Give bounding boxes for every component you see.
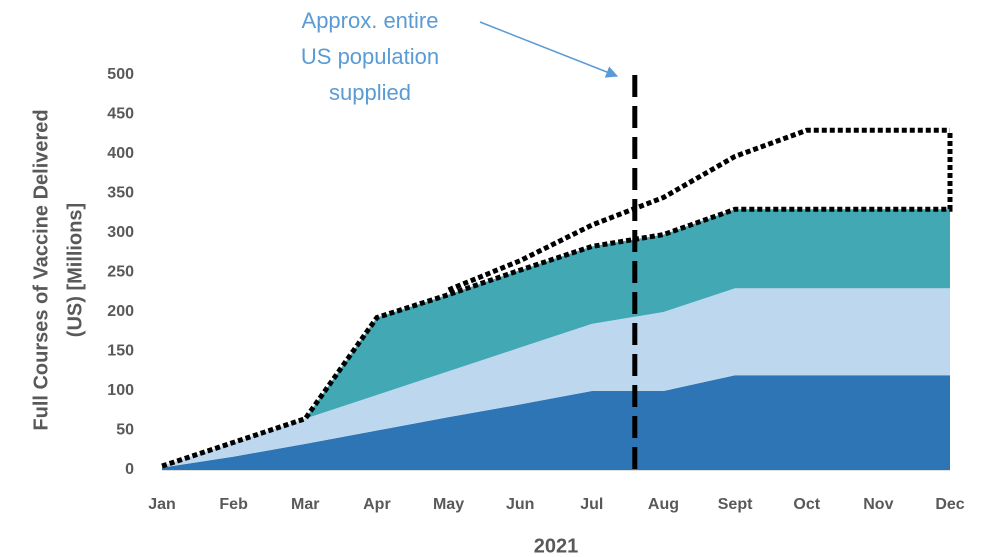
y-axis-label: Full Courses of Vaccine Delivered bbox=[30, 109, 52, 430]
y-tick-label: 300 bbox=[107, 224, 134, 241]
y-tick-label: 250 bbox=[107, 264, 134, 281]
annotation-text: supplied bbox=[329, 80, 411, 105]
x-tick-label: Jan bbox=[148, 496, 176, 513]
x-tick-label: Aug bbox=[648, 496, 679, 513]
y-tick-label: 350 bbox=[107, 185, 134, 202]
y-tick-label: 100 bbox=[107, 382, 134, 399]
x-tick-label: Nov bbox=[863, 496, 893, 513]
x-tick-label: Jul bbox=[580, 496, 603, 513]
annotation-arrow bbox=[479, 21, 619, 78]
x-tick-label: Oct bbox=[793, 496, 820, 513]
area bbox=[162, 288, 950, 468]
x-tick-label: May bbox=[433, 496, 464, 513]
y-tick-label: 500 bbox=[107, 66, 134, 83]
y-tick-label: 450 bbox=[107, 106, 134, 123]
y-axis-label: (US) [Millions] bbox=[64, 203, 86, 337]
area bbox=[162, 375, 950, 470]
annotation-text: US population bbox=[301, 44, 439, 69]
stack-outline bbox=[161, 130, 953, 469]
y-tick-label: 150 bbox=[107, 343, 134, 360]
x-tick-label: Dec bbox=[935, 496, 964, 513]
x-tick-label: Apr bbox=[363, 496, 391, 513]
y-tick-label: 50 bbox=[116, 422, 134, 439]
x-axis-label: 2021 bbox=[534, 535, 579, 557]
y-tick-label: 0 bbox=[125, 461, 134, 478]
projection-line bbox=[447, 127, 950, 293]
x-tick-label: Sept bbox=[718, 496, 753, 513]
x-tick-label: Jun bbox=[506, 496, 534, 513]
area bbox=[162, 209, 950, 467]
y-tick-label: 200 bbox=[107, 303, 134, 320]
x-tick-label: Feb bbox=[219, 496, 248, 513]
x-tick-label: Mar bbox=[291, 496, 319, 513]
y-tick-label: 400 bbox=[107, 145, 134, 162]
annotation-text: Approx. entire bbox=[302, 8, 439, 33]
